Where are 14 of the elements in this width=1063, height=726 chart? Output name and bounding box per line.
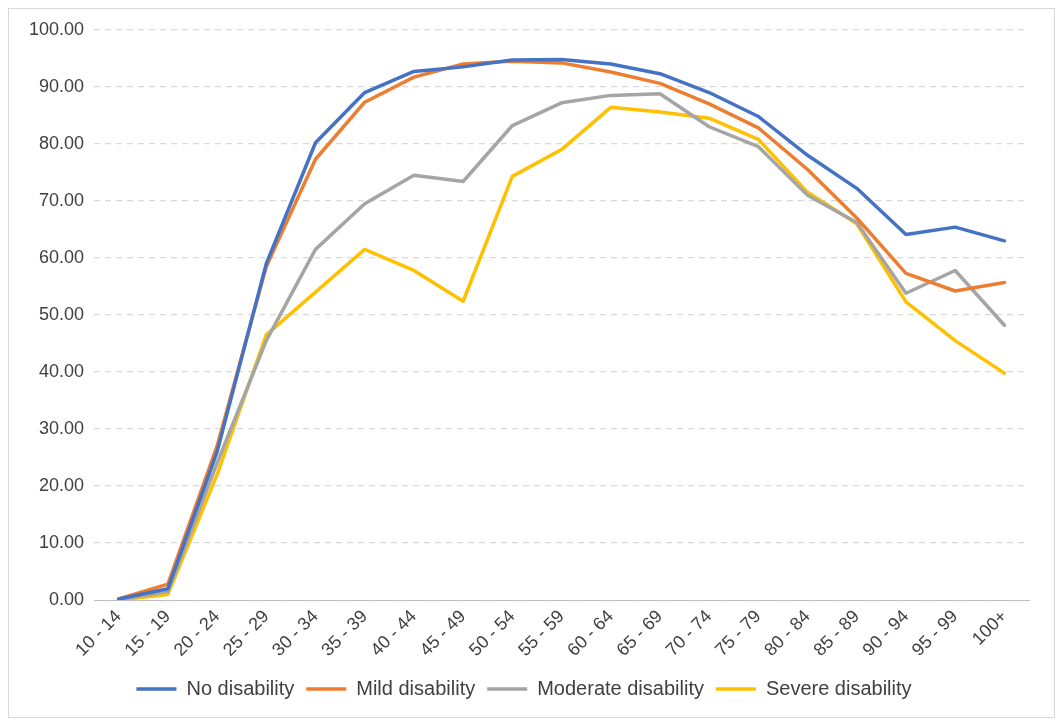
y-tick-label: 30.00 [39,417,85,438]
legend-label: Mild disability [356,676,476,699]
legend-label: No disability [186,676,295,699]
legend-label: Severe disability [765,676,912,699]
y-tick-label: 90.00 [39,75,85,96]
y-tick-label: 10.00 [39,532,85,553]
y-tick-label: 100.00 [28,18,85,39]
y-tick-label: 60.00 [39,246,85,267]
y-tick-label: 70.00 [39,189,85,210]
y-tick-label: 20.00 [39,475,85,496]
y-tick-label: 50.00 [39,303,85,324]
legend-label: Moderate disability [537,676,704,699]
y-tick-label: 40.00 [39,360,85,381]
y-tick-label: 80.00 [39,132,85,153]
